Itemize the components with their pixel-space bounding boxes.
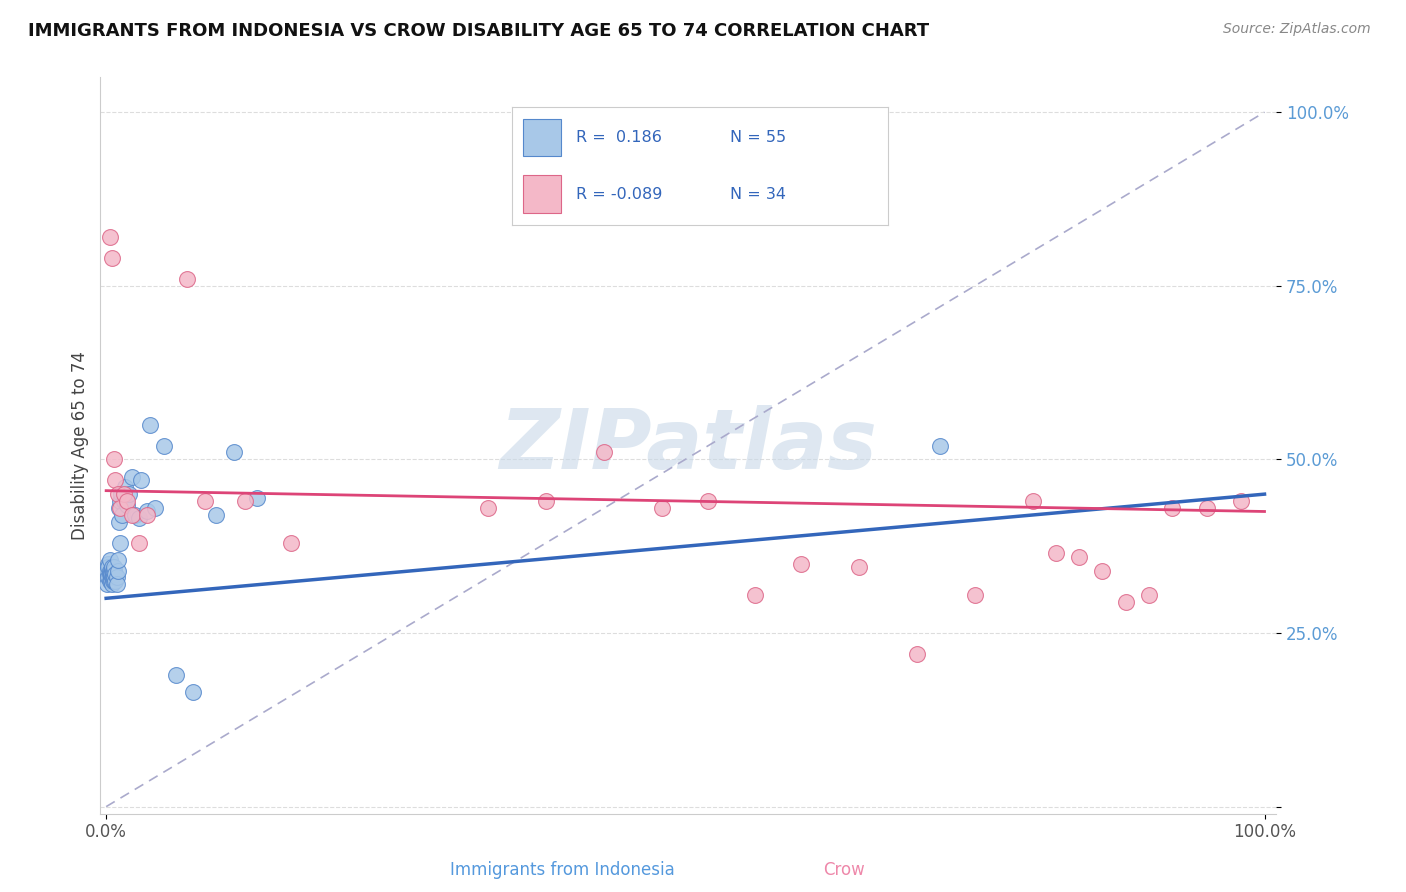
Point <box>1069 549 1091 564</box>
Point <box>929 438 952 452</box>
Point <box>115 498 138 512</box>
Point <box>135 508 157 522</box>
Point <box>98 574 121 588</box>
Point <box>96 577 118 591</box>
Point <box>651 501 673 516</box>
Point <box>222 445 245 459</box>
Point <box>128 535 150 549</box>
Point <box>143 501 166 516</box>
Point <box>112 487 135 501</box>
Point <box>1137 588 1160 602</box>
Point <box>536 494 558 508</box>
Point <box>103 564 125 578</box>
Point <box>246 491 269 505</box>
Point <box>111 508 134 522</box>
Point <box>139 417 162 432</box>
Text: Crow: Crow <box>823 861 865 879</box>
Point <box>280 535 302 549</box>
Text: Source: ZipAtlas.com: Source: ZipAtlas.com <box>1223 22 1371 37</box>
Point <box>98 230 121 244</box>
Point <box>1230 494 1253 508</box>
Point <box>108 515 131 529</box>
Text: Immigrants from Indonesia: Immigrants from Indonesia <box>450 861 675 879</box>
Point <box>115 494 138 508</box>
Point <box>101 251 124 265</box>
Point <box>100 566 122 581</box>
Point <box>129 473 152 487</box>
Point <box>121 508 143 522</box>
Point <box>1195 501 1218 516</box>
Point <box>103 452 125 467</box>
Point <box>103 574 125 588</box>
Point <box>744 588 766 602</box>
Point <box>114 480 136 494</box>
Point <box>101 570 124 584</box>
Point <box>1045 546 1067 560</box>
Point <box>118 487 141 501</box>
Point <box>108 501 131 516</box>
Text: ZIPatlas: ZIPatlas <box>499 405 877 486</box>
Point <box>1022 494 1045 508</box>
Point <box>107 564 129 578</box>
Point <box>1115 595 1137 609</box>
Point <box>104 566 127 581</box>
Point <box>103 560 125 574</box>
Point <box>233 494 256 508</box>
Point <box>97 557 120 571</box>
Point <box>697 494 720 508</box>
Point <box>98 553 121 567</box>
Point <box>176 272 198 286</box>
Point <box>477 501 499 516</box>
Point <box>96 564 118 578</box>
Point <box>101 574 124 588</box>
Point <box>905 647 928 661</box>
Point <box>100 574 122 588</box>
Point <box>108 494 131 508</box>
Point <box>128 511 150 525</box>
Point <box>107 553 129 567</box>
Point <box>101 564 124 578</box>
Point <box>181 685 204 699</box>
Y-axis label: Disability Age 65 to 74: Disability Age 65 to 74 <box>72 351 89 540</box>
Point <box>205 508 228 522</box>
Point <box>194 494 217 508</box>
Point <box>98 566 121 581</box>
Point <box>963 588 986 602</box>
Point <box>101 570 124 584</box>
Point <box>104 473 127 487</box>
Point <box>101 560 124 574</box>
Point <box>103 570 125 584</box>
Point <box>104 574 127 588</box>
Point <box>97 570 120 584</box>
Point <box>1091 564 1114 578</box>
Point <box>107 487 129 501</box>
Point <box>101 564 124 578</box>
Point <box>790 557 813 571</box>
Point <box>121 469 143 483</box>
Point <box>153 438 176 452</box>
Point <box>105 570 128 584</box>
Point <box>108 501 131 516</box>
Point <box>105 577 128 591</box>
Point <box>1160 501 1182 516</box>
Point <box>135 504 157 518</box>
Text: IMMIGRANTS FROM INDONESIA VS CROW DISABILITY AGE 65 TO 74 CORRELATION CHART: IMMIGRANTS FROM INDONESIA VS CROW DISABI… <box>28 22 929 40</box>
Point <box>98 564 121 578</box>
Point <box>100 564 122 578</box>
Point <box>112 494 135 508</box>
Point <box>165 667 187 681</box>
Point <box>101 577 124 591</box>
Point <box>593 445 616 459</box>
Point <box>101 566 124 581</box>
Point <box>108 535 131 549</box>
Point <box>110 487 132 501</box>
Point <box>848 560 870 574</box>
Point <box>124 508 146 522</box>
Point <box>100 570 122 584</box>
Point <box>97 560 120 574</box>
